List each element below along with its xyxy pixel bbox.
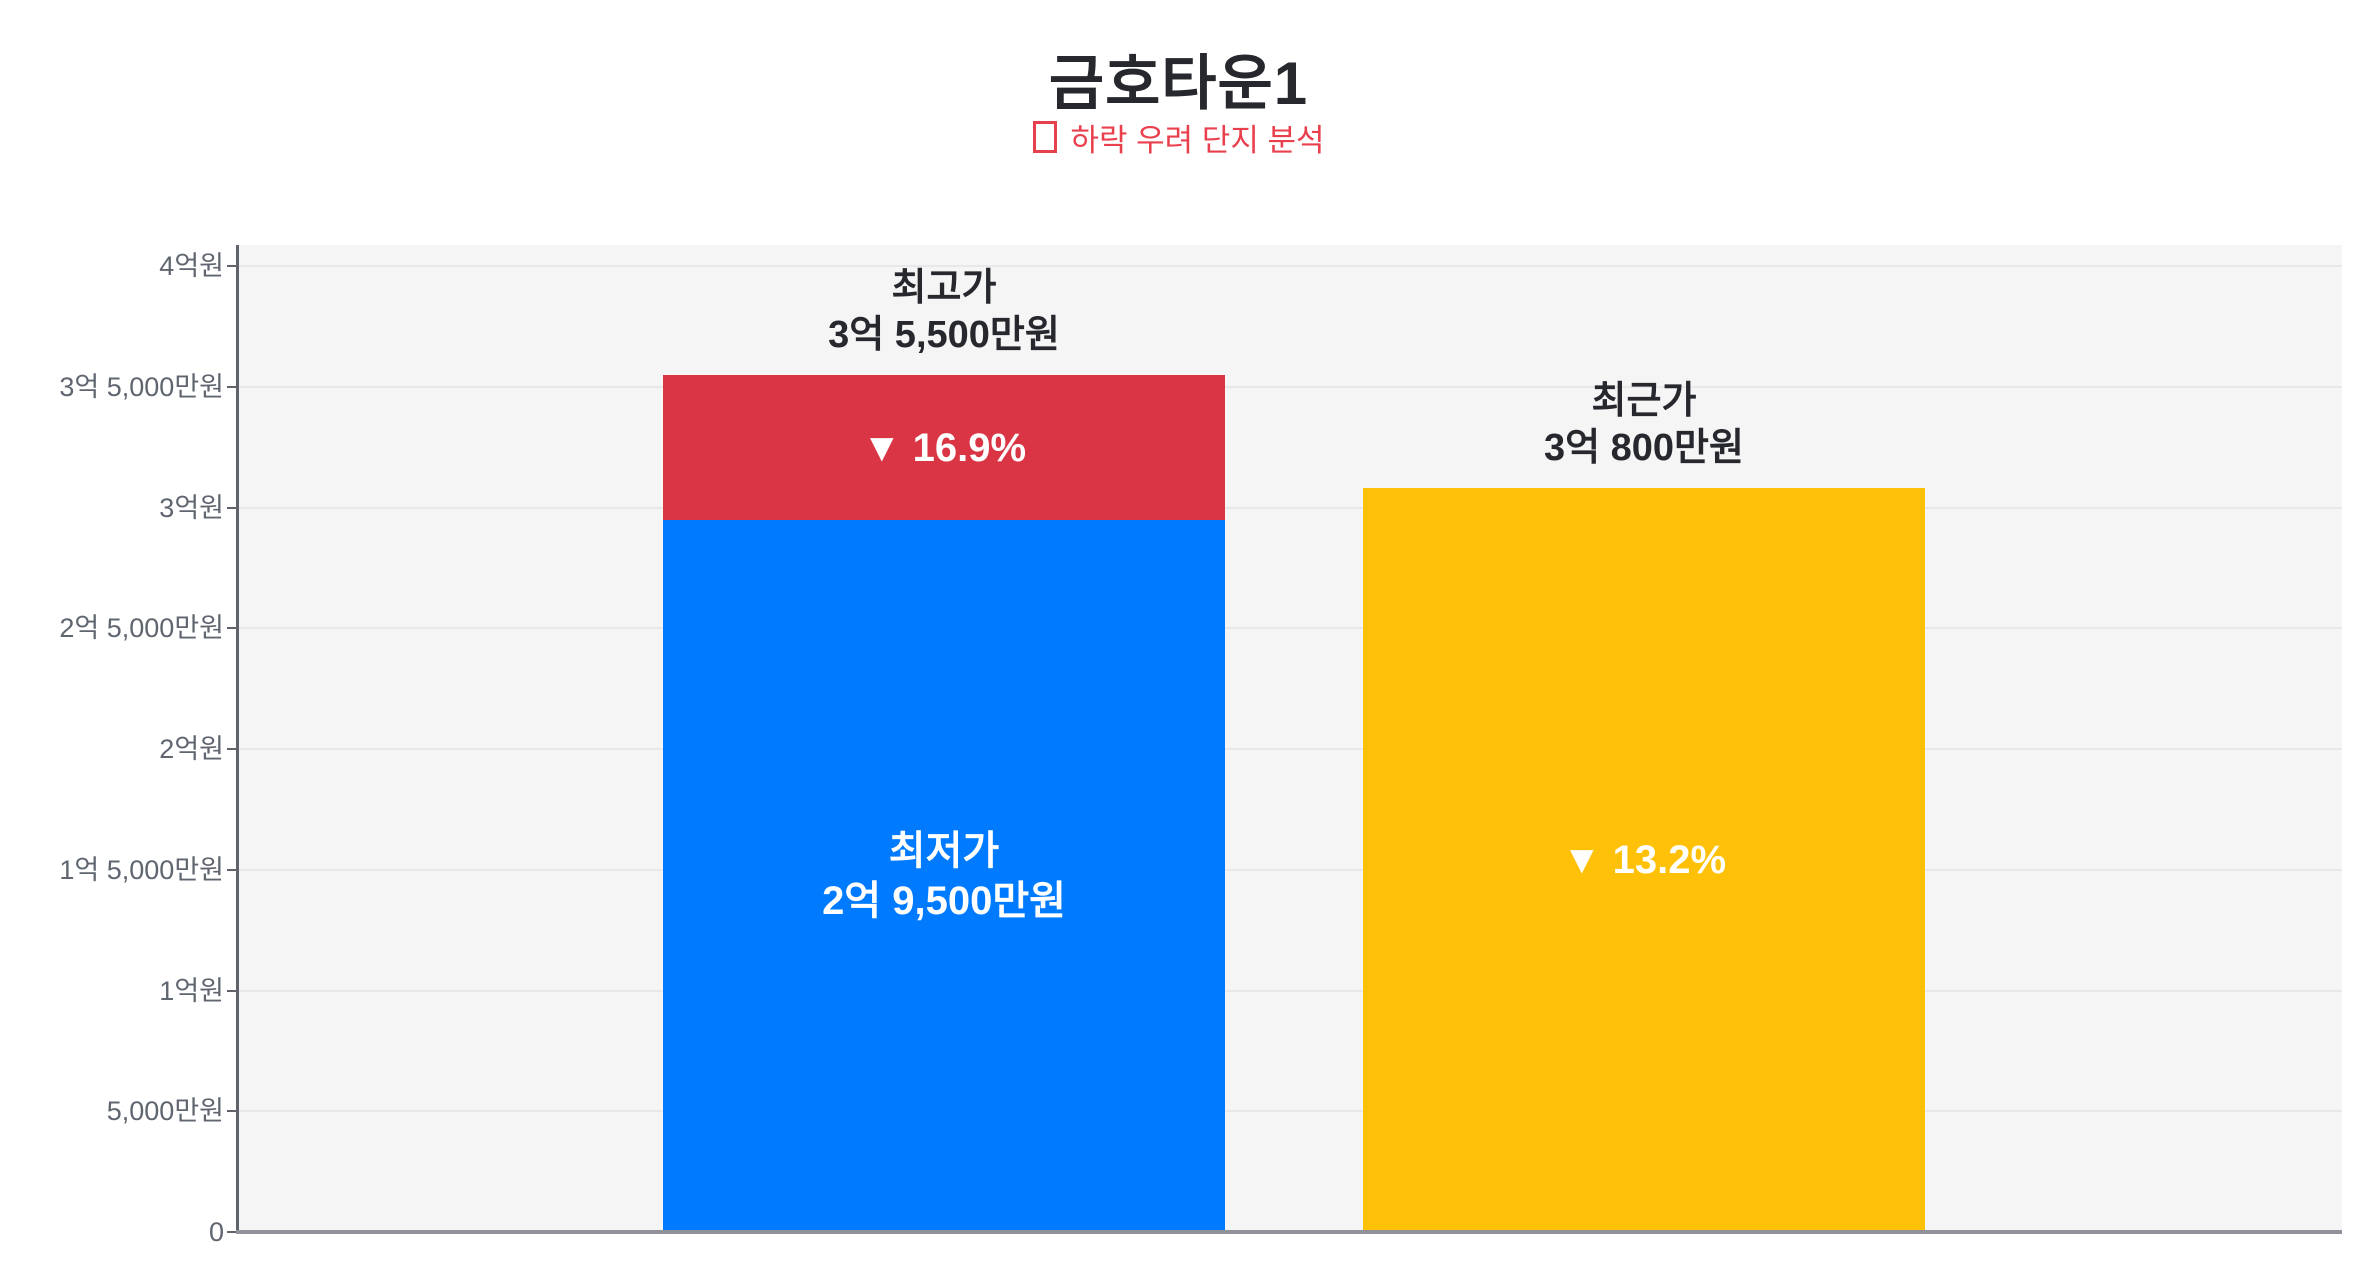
bar-segment-recent-price[interactable]: ▼ 13.2% xyxy=(1363,488,1925,1232)
y-axis-tick-mark xyxy=(227,990,237,992)
bar-segment-label: 최저가 xyxy=(888,829,1000,873)
bar-top-annotation-line: 3억 5,500만원 xyxy=(828,314,1060,356)
chart-subtitle: 하락 우려 단지 분석 xyxy=(0,112,2357,170)
gridline xyxy=(238,507,2342,509)
plot-area xyxy=(238,245,2342,1232)
gridline xyxy=(238,748,2342,750)
y-axis-tick-mark xyxy=(227,627,237,629)
bar-segment-drop-range[interactable]: ▼ 16.9% xyxy=(663,375,1225,520)
gridline xyxy=(238,1110,2342,1112)
y-axis-tick-mark xyxy=(227,265,237,267)
bar-top-annotation: 최고가 3억 5,500만원 xyxy=(644,265,1244,359)
y-axis-tick-label: 1억 5,000만원 xyxy=(59,855,224,885)
y-axis-tick-label: 0 xyxy=(208,1217,224,1247)
subtitle-box-icon xyxy=(1032,121,1057,153)
subtitle-text: 하락 우려 단지 분석 xyxy=(1070,123,1325,158)
bar-top-annotation-line: 최고가 xyxy=(891,267,997,309)
y-axis-tick-mark xyxy=(227,1231,237,1233)
y-axis-tick-label: 3억 5,000만원 xyxy=(59,372,224,402)
y-axis-tick-label: 3억원 xyxy=(159,493,224,523)
y-axis-tick-label: 4억원 xyxy=(159,251,224,281)
y-axis-tick-mark xyxy=(227,748,237,750)
bar-top-annotation-line: 최근가 xyxy=(1591,380,1697,422)
y-axis-tick-label: 1억원 xyxy=(159,976,224,1006)
y-axis-tick-mark xyxy=(227,869,237,871)
bar-segment-lowest-price[interactable]: 최저가 2억 9,500만원 xyxy=(663,520,1225,1232)
gridline xyxy=(238,386,2342,388)
y-axis-tick-mark xyxy=(227,386,237,388)
bar-segment-label: ▼ 16.9% xyxy=(861,425,1027,470)
x-axis-line xyxy=(236,1230,2342,1234)
y-axis-tick-label: 5,000만원 xyxy=(106,1096,224,1126)
gridline xyxy=(238,265,2342,267)
y-axis-tick-mark xyxy=(227,507,237,509)
y-axis-tick-label: 2억원 xyxy=(159,734,224,764)
bar-top-annotation: 최근가 3억 800만원 xyxy=(1344,378,1944,472)
gridline xyxy=(238,627,2342,629)
y-axis-line xyxy=(236,245,239,1234)
gridline xyxy=(238,869,2342,871)
y-axis-tick-label: 2억 5,000만원 xyxy=(59,613,224,643)
bar-segment-label: ▼ 13.2% xyxy=(1561,838,1727,882)
gridline xyxy=(238,990,2342,992)
chart-title: 금호타운1 xyxy=(1048,50,1309,118)
bar-segment-label: 2억 9,500만원 xyxy=(822,879,1066,923)
y-axis-tick-mark xyxy=(227,1110,237,1112)
bar-top-annotation-line: 3억 800만원 xyxy=(1544,427,1744,469)
